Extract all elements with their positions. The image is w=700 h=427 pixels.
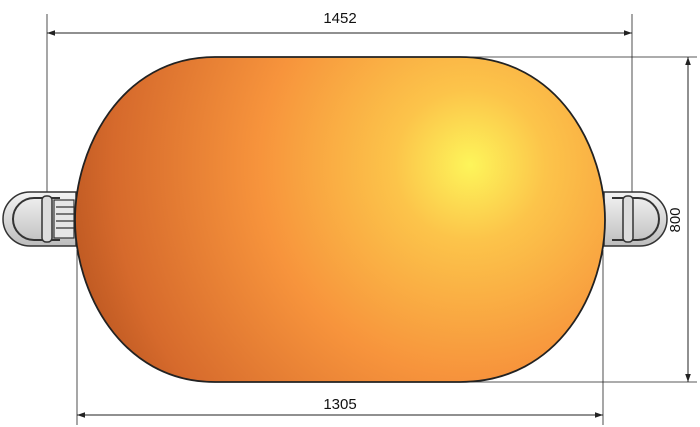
dimension-label: 1305 <box>323 396 356 413</box>
extension-lines <box>46 14 697 425</box>
handle-clamp <box>622 195 634 243</box>
handle-ring <box>612 197 660 241</box>
handle-ring <box>12 197 60 241</box>
handle-clamp <box>41 195 53 243</box>
dimension-label: 800 <box>667 207 684 232</box>
dimension-label: 1452 <box>323 10 356 27</box>
handle-bolts <box>53 199 75 239</box>
handle-plate <box>603 191 668 247</box>
fender-body <box>74 56 606 383</box>
left-handle <box>2 191 77 247</box>
bolt-lines <box>56 206 74 229</box>
right-handle <box>603 191 668 247</box>
